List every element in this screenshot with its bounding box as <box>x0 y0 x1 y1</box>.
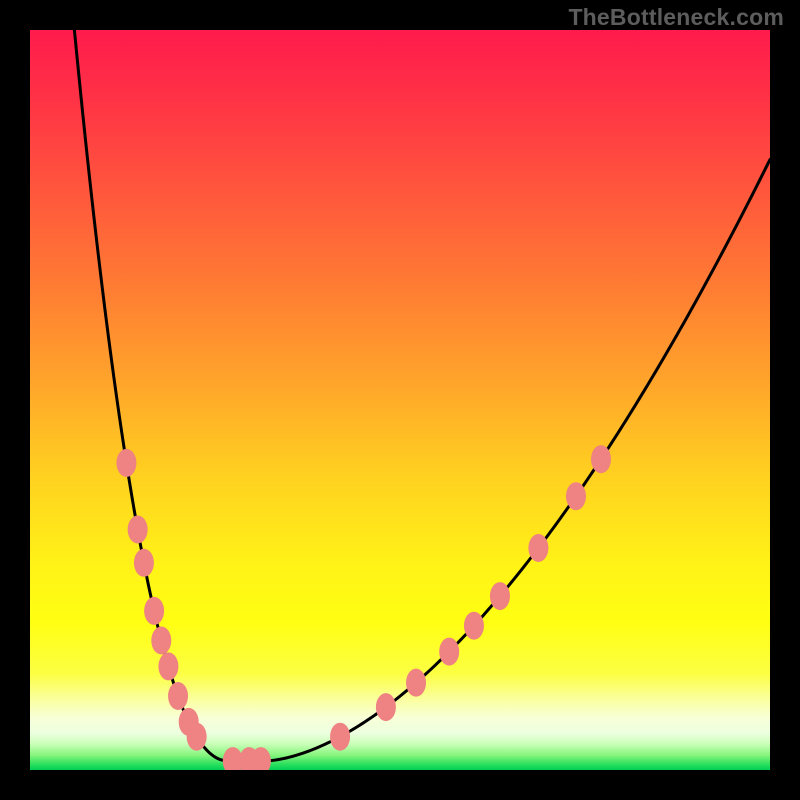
data-marker <box>490 582 510 610</box>
data-marker <box>591 445 611 473</box>
data-marker <box>528 534 548 562</box>
data-marker <box>158 652 178 680</box>
data-marker <box>376 693 396 721</box>
data-marker <box>144 597 164 625</box>
data-marker <box>187 723 207 751</box>
data-marker <box>151 627 171 655</box>
data-marker <box>566 482 586 510</box>
plot-svg <box>30 30 770 770</box>
data-marker <box>134 549 154 577</box>
data-marker <box>330 723 350 751</box>
watermark-text: TheBottleneck.com <box>568 4 784 31</box>
data-marker <box>168 682 188 710</box>
chart-canvas: TheBottleneck.com <box>0 0 800 800</box>
gradient-background <box>30 30 770 770</box>
data-marker <box>128 516 148 544</box>
data-marker <box>406 669 426 697</box>
data-marker <box>439 638 459 666</box>
data-marker <box>116 449 136 477</box>
data-marker <box>464 612 484 640</box>
plot-area <box>30 30 770 770</box>
